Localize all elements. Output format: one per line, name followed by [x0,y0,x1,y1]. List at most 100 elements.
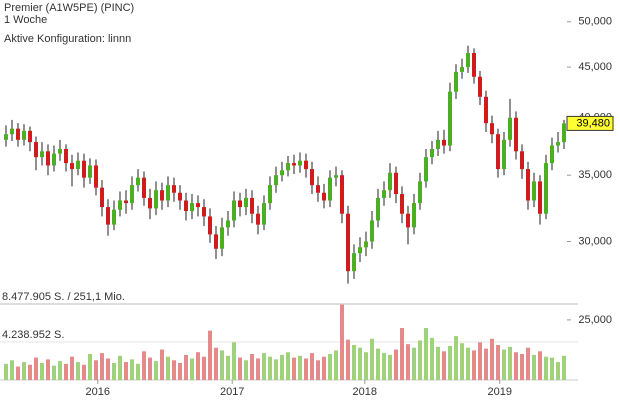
volume-bar [166,356,170,380]
volume-bar [460,343,464,380]
candle-body [214,234,218,249]
candle-body [460,67,464,72]
volume-bar [40,362,44,380]
volume-bar [118,355,122,380]
volume-bar [370,338,374,380]
candle-body [142,177,146,198]
volume-bar [58,361,62,380]
candle-body [202,207,206,217]
volume-bar [430,337,434,380]
volume-bar [418,340,422,380]
candle-body [310,169,314,186]
candle-body [220,227,224,249]
volume-bar [202,356,206,380]
candle-body [430,148,434,158]
volume-bar [352,345,356,380]
y-tick-label: 50,000 [578,16,612,28]
candle-body [274,175,278,186]
candle-body [88,165,92,178]
volume-bar [22,362,26,380]
volume-bar [64,363,68,380]
volume-bar [538,351,542,380]
candle-body [196,203,200,208]
volume-bar [514,352,518,380]
volume-bar [526,347,530,380]
candle-body [442,139,446,146]
candle-body [370,220,374,242]
candle-body [232,200,236,221]
candle-body [484,96,488,124]
volume-bar [298,355,302,380]
candle-body [538,181,542,214]
volume-bar [238,357,242,380]
candle-body [10,128,14,135]
volume-bar [400,328,404,380]
volume-bar [358,347,362,380]
candle-body [502,139,506,170]
candle-body [58,148,62,154]
x-tick-label: 2019 [488,386,512,398]
volume-bar [556,362,560,380]
candle-body [382,190,386,198]
volume-bar [10,360,14,380]
volume-bar [94,360,98,380]
candle-body [544,163,548,214]
candle-body [148,197,152,209]
volume-bar [520,354,524,380]
volume-tick-label: 4.238.952 S. [2,329,64,341]
volume-bar [346,339,350,380]
candle-body [526,169,530,201]
candle-body [64,148,68,164]
volume-bar [184,354,188,380]
volume-bar [160,349,164,380]
candle-body [562,123,566,143]
candle-body [358,247,362,254]
candle-body [400,194,404,214]
volume-bar [322,356,326,380]
volume-bar [220,350,224,380]
candle-body [298,160,302,166]
candle-body [244,197,248,208]
volume-bar [496,345,500,380]
candle-body [28,130,32,143]
volume-bar [148,357,152,380]
volume-bar [316,360,320,380]
last-price-box [566,115,614,131]
volume-bar [334,350,338,380]
volume-bar [388,354,392,380]
volume-bar [46,359,50,380]
candle-body [394,172,398,195]
volume-bar [178,362,182,380]
volume-bar [274,359,278,380]
volume-bar [76,362,80,380]
candle-body [478,76,482,97]
candle-body [136,177,140,186]
volume-bar [310,353,314,380]
chart-title: Premier (A1W5PE) (PINC) [4,2,134,14]
volume-bar [562,355,566,380]
volume-bar [190,358,194,380]
volume-bar [376,348,380,380]
volume-bar [268,356,272,380]
candle-body [340,175,344,214]
volume-bar [82,364,86,380]
candle-body [406,213,410,228]
candle-body [376,197,380,221]
candle-body [238,200,242,208]
volume-bar [478,342,482,380]
candle-body [190,203,194,212]
volume-bar [250,354,254,380]
volume-bar [328,354,332,380]
candle-body [130,185,134,204]
volume-bar [544,356,548,380]
candle-body [22,130,26,140]
candle-body [154,190,158,209]
volume-bar [154,361,158,380]
candle-body [514,117,518,152]
candle-body [46,151,50,166]
candle-body [118,200,122,210]
candle-body [112,209,116,225]
candle-body [124,200,128,204]
x-tick-label: 2016 [86,386,110,398]
